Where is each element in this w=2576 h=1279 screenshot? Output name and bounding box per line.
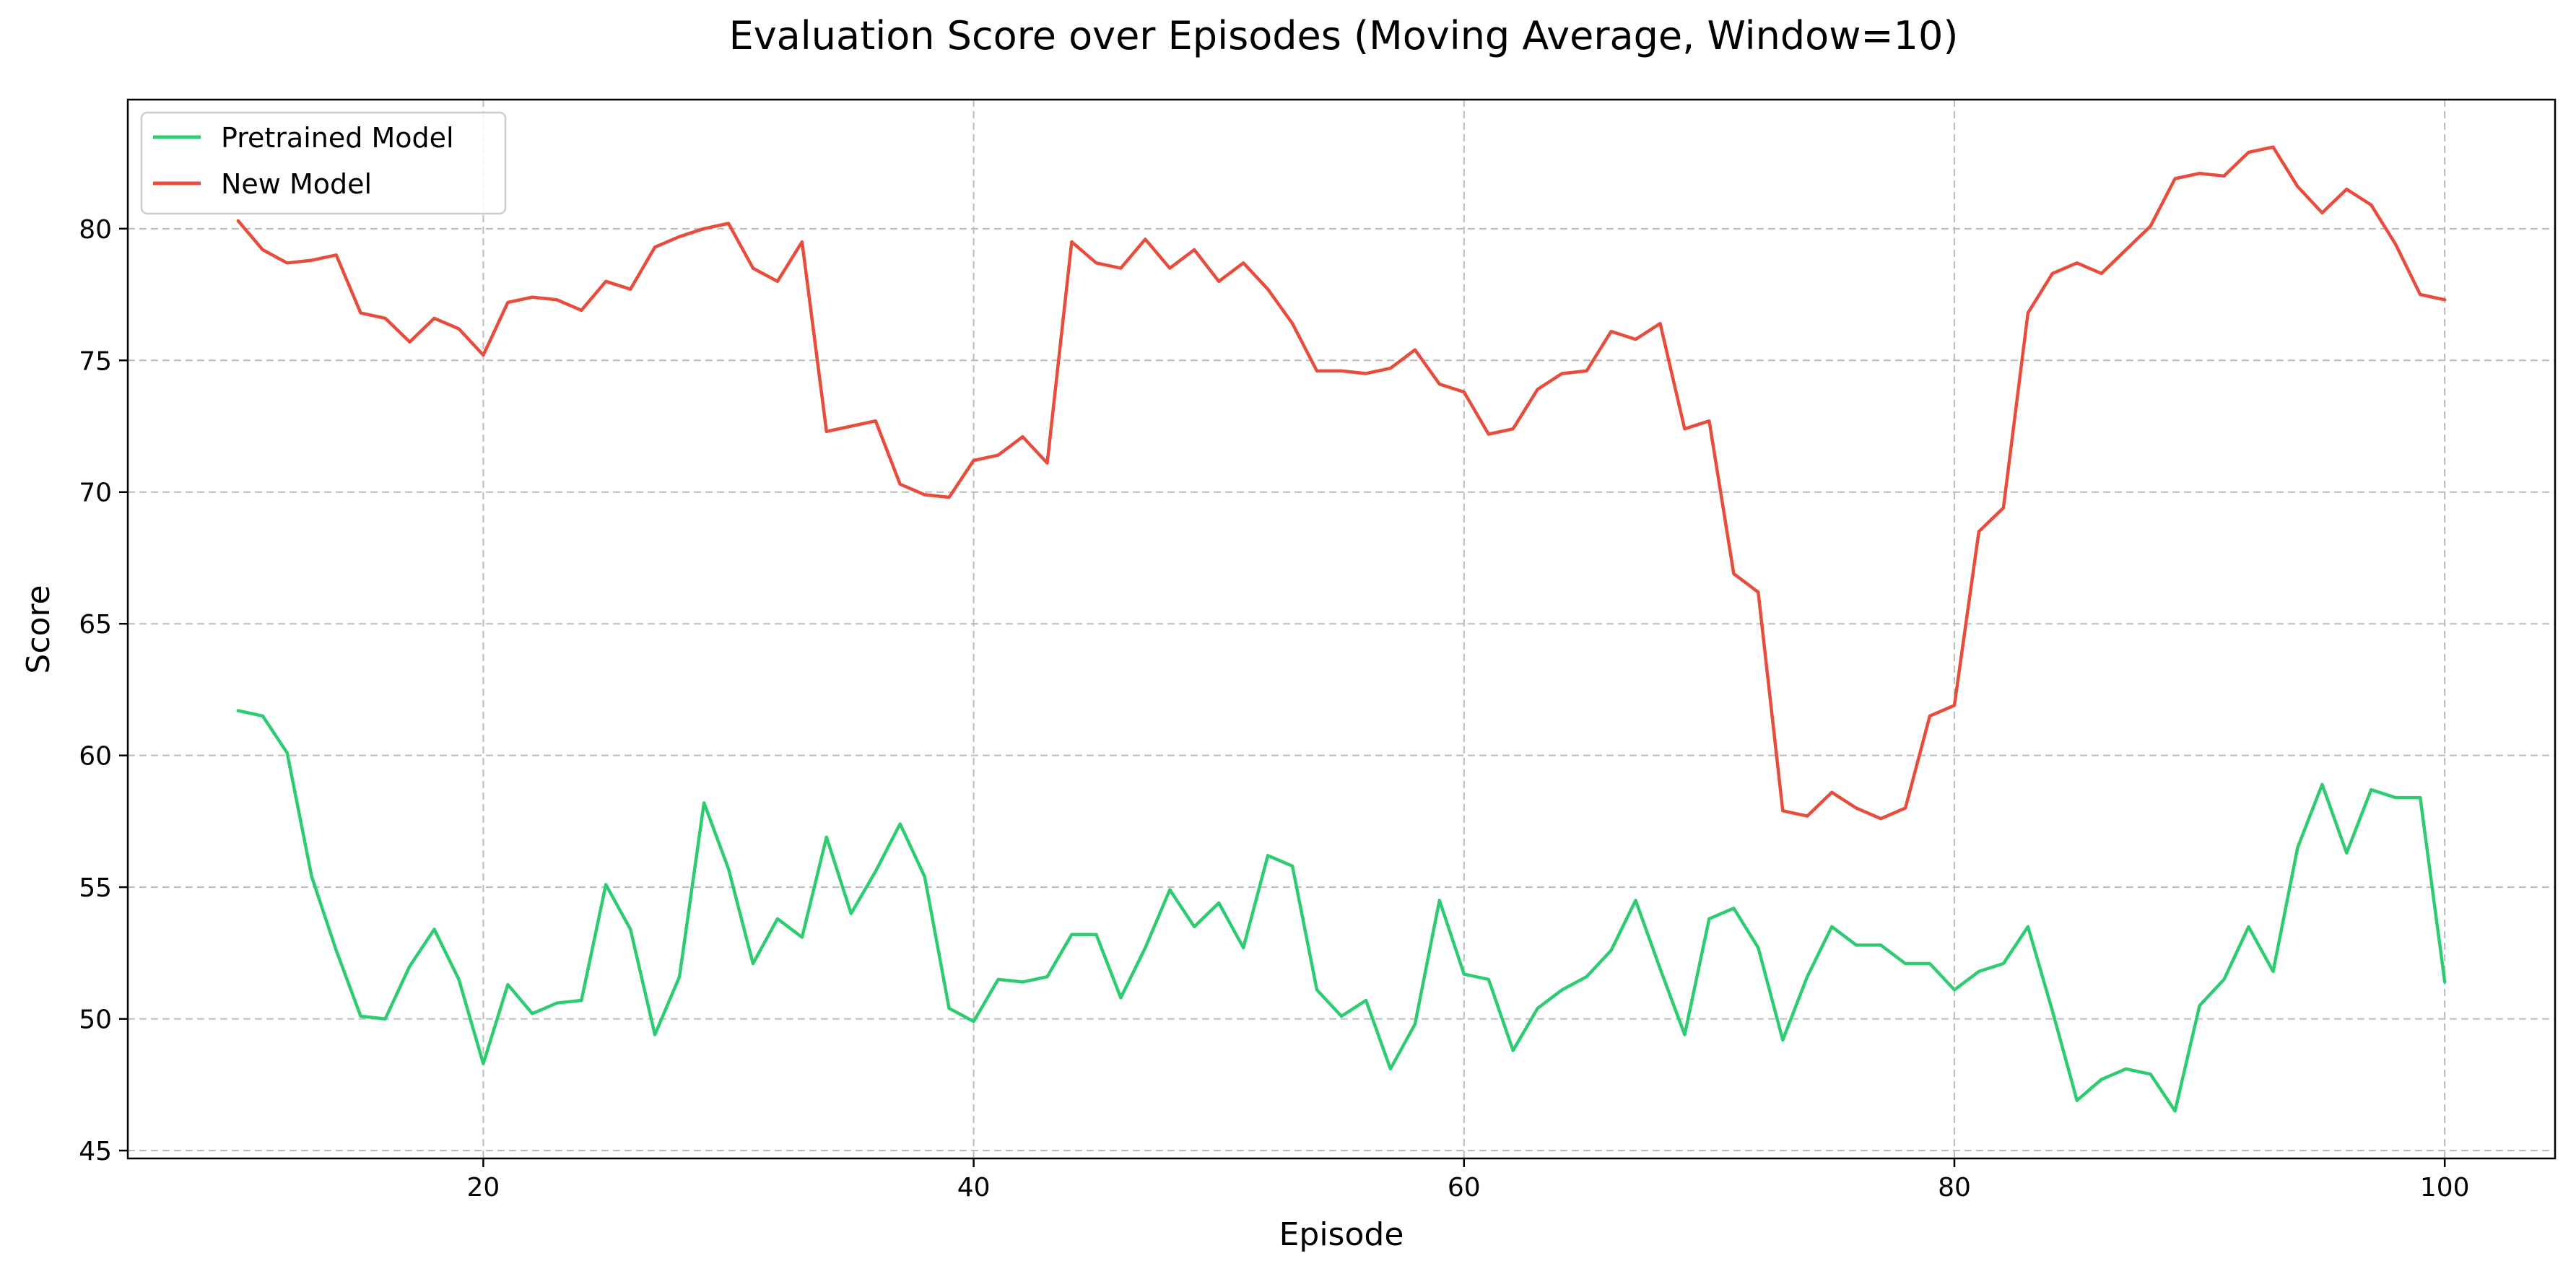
legend: Pretrained Model New Model	[140, 111, 507, 215]
y-tick-label: 60	[79, 742, 112, 772]
y-tick-label: 65	[79, 610, 112, 640]
x-tick-label: 40	[957, 1173, 991, 1202]
series-layer	[236, 145, 2447, 1113]
chart-title: Evaluation Score over Episodes (Moving A…	[729, 13, 1959, 58]
y-tick-label: 75	[79, 346, 112, 376]
x-tick-label: 100	[2420, 1173, 2470, 1202]
x-tick-label: 80	[1938, 1173, 1971, 1202]
y-tick-label: 45	[79, 1137, 112, 1166]
y-axis-label: Score	[20, 585, 57, 673]
y-tick-label: 50	[79, 1005, 112, 1035]
y-tick-label: 80	[79, 215, 112, 245]
x-axis-ticks: 20 40 60 80 100	[467, 1158, 2470, 1202]
series-line-pretrained-model	[236, 709, 2447, 1113]
x-tick-label: 20	[467, 1173, 500, 1202]
legend-box	[140, 111, 507, 215]
plot-area-frame	[126, 98, 2557, 1160]
x-tick-label: 60	[1448, 1173, 1481, 1202]
legend-label-new-model: New Model	[221, 168, 372, 200]
legend-label-pretrained-model: Pretrained Model	[221, 122, 454, 154]
grid-lines	[128, 100, 2555, 1158]
y-axis-ticks: 45 50 55 60 65 70 75 80	[79, 215, 128, 1166]
y-tick-label: 70	[79, 479, 112, 508]
y-tick-label: 55	[79, 873, 112, 903]
x-axis-label: Episode	[1279, 1216, 1404, 1253]
series-line-new-model	[236, 145, 2447, 821]
